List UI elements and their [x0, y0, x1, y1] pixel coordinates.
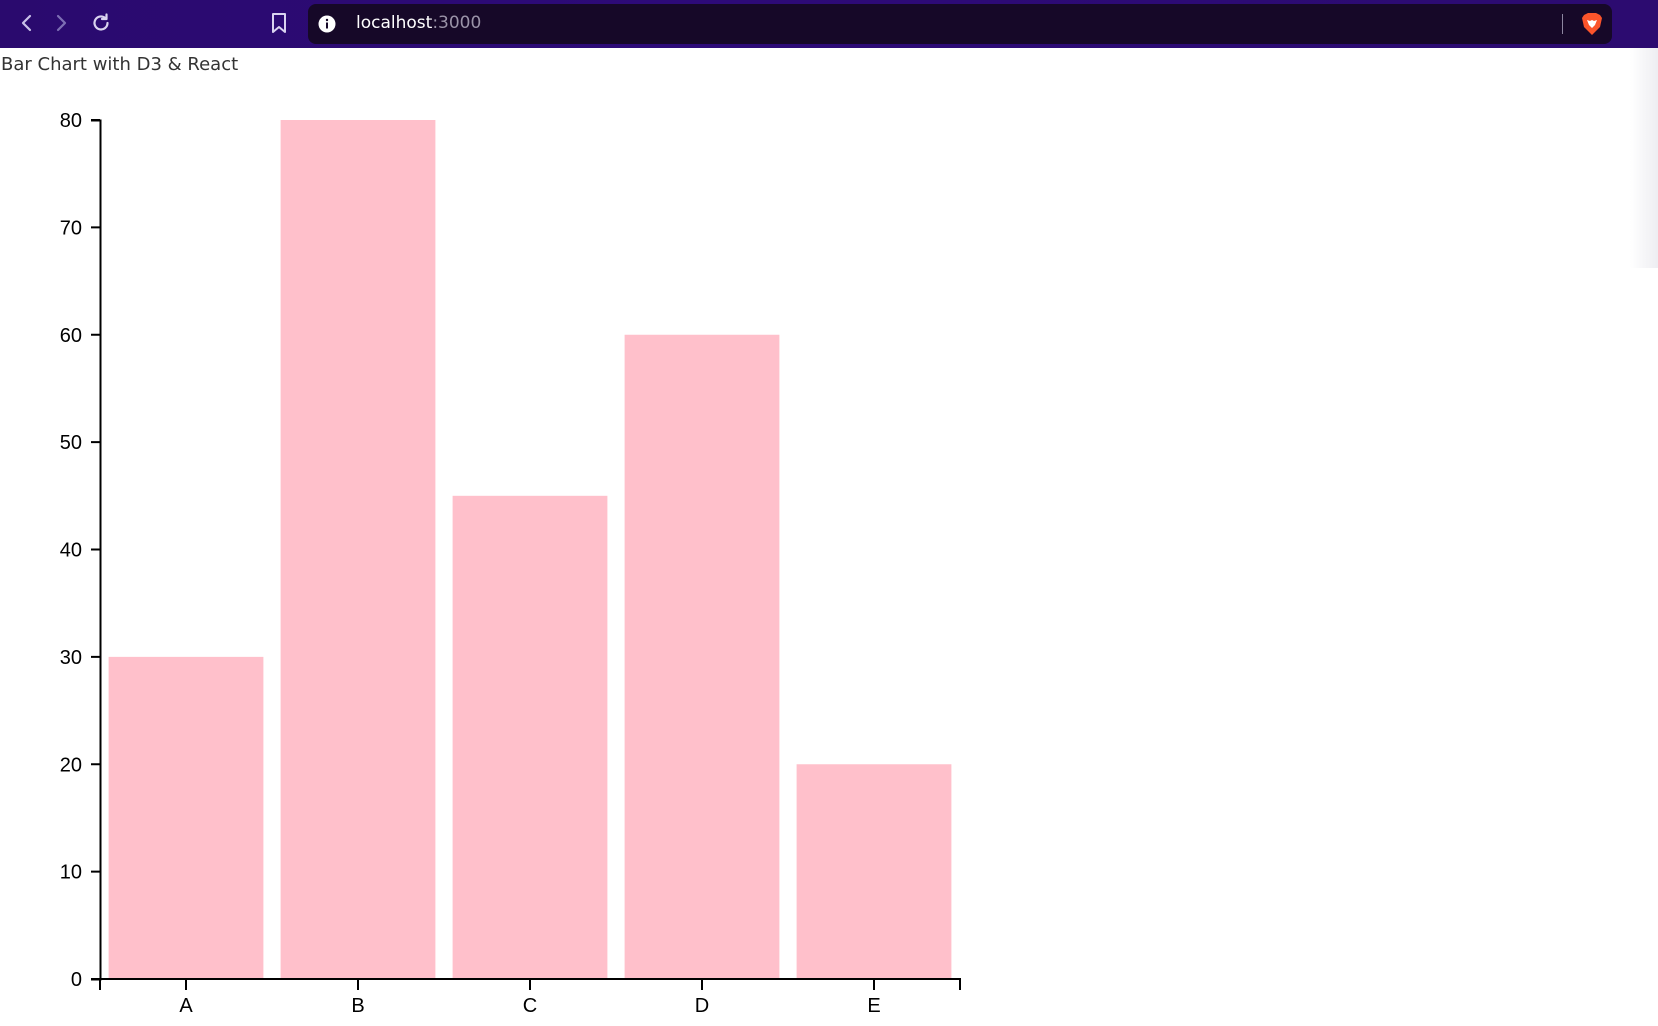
- bar-D: [624, 334, 780, 979]
- y-tick-label-10: 10: [60, 862, 82, 884]
- chevron-right-icon: [56, 14, 67, 32]
- x-tick-label-E: E: [867, 995, 880, 1017]
- url-text[interactable]: localhost:3000: [356, 13, 481, 33]
- reload-button[interactable]: [86, 8, 116, 38]
- y-tick-label-40: 40: [60, 540, 82, 562]
- address-divider: [1562, 14, 1563, 34]
- x-tick-label-B: B: [351, 995, 364, 1017]
- browser-toolbar: localhost:3000: [0, 0, 1658, 48]
- back-button[interactable]: [12, 8, 42, 38]
- page-title: Bar Chart with D3 & React: [1, 54, 239, 75]
- y-tick-label-50: 50: [60, 432, 82, 454]
- y-tick-label-60: 60: [60, 325, 82, 347]
- url-host: localhost: [356, 13, 433, 33]
- y-tick-label-70: 70: [60, 217, 82, 239]
- reload-icon: [93, 13, 109, 31]
- brave-shield-icon[interactable]: [1581, 12, 1603, 36]
- info-icon[interactable]: [318, 15, 336, 33]
- y-tick-label-30: 30: [60, 647, 82, 669]
- x-tick-label-D: D: [695, 995, 709, 1017]
- bar-A: [108, 656, 264, 979]
- bookmark-button[interactable]: [264, 8, 294, 38]
- bookmark-icon: [272, 13, 286, 33]
- address-bar[interactable]: localhost:3000: [308, 4, 1612, 44]
- x-tick-label-C: C: [523, 995, 537, 1017]
- x-tick-label-A: A: [179, 995, 193, 1017]
- y-tick-label-20: 20: [60, 754, 82, 776]
- chevron-left-icon: [21, 14, 32, 32]
- bar-C: [452, 495, 608, 979]
- y-tick-label-0: 0: [71, 969, 82, 991]
- url-port: :3000: [432, 13, 482, 33]
- y-tick-label-80: 80: [60, 110, 82, 132]
- bar-E: [796, 764, 952, 979]
- scrollbar-shadow: [1630, 48, 1658, 268]
- bar-B: [280, 120, 436, 979]
- forward-button[interactable]: [46, 8, 76, 38]
